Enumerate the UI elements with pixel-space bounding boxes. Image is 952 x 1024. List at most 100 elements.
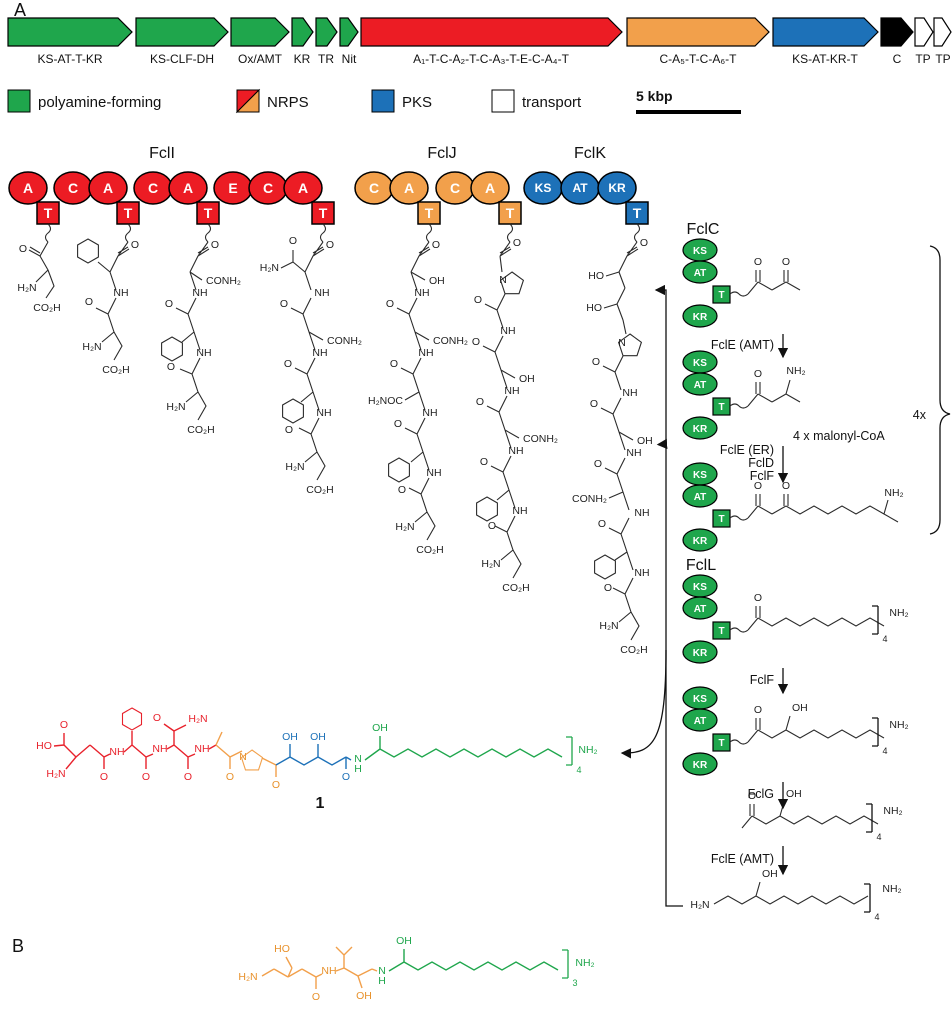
atom-label: CO₂H xyxy=(102,364,129,376)
gene-label: Nit xyxy=(342,52,357,66)
atom-label: NH₂ xyxy=(884,487,903,499)
atom-label: O xyxy=(488,520,496,532)
legend: polyamine-forming NRPS PKS transport 5 k… xyxy=(7,88,741,114)
protein-label-fclc: FclC xyxy=(687,221,720,238)
protein-label-fclk: FclK xyxy=(574,145,606,162)
domain-letter: T xyxy=(718,402,724,413)
atom-label: O xyxy=(604,582,612,594)
atom-label: OH xyxy=(282,731,298,743)
bonds-red xyxy=(53,723,217,770)
atom-label: NH xyxy=(113,287,128,299)
step-label: FclF xyxy=(750,673,775,687)
legend-label-transport: transport xyxy=(522,94,582,111)
atom-label: O xyxy=(85,296,93,308)
atom-label: O xyxy=(472,336,480,348)
domain-letter: T xyxy=(718,290,724,301)
scale-bar-label: 5 kbp xyxy=(636,88,673,104)
atom-label: O xyxy=(432,239,440,251)
atom-label: H₂N xyxy=(46,768,65,780)
atom-label: OH xyxy=(762,868,778,880)
atom-label: O xyxy=(390,358,398,370)
domain-letter: A xyxy=(183,180,193,196)
gene-arrow-11 xyxy=(914,17,934,47)
domain-letter: KS xyxy=(693,246,707,257)
domain-letter: A xyxy=(23,180,33,196)
atom-label: O xyxy=(594,458,602,470)
step-label: FclG xyxy=(748,787,774,801)
protein-label-fcli: FclI xyxy=(149,145,175,162)
atom-label: NH xyxy=(500,325,515,337)
atom-label: O xyxy=(754,704,762,716)
domain-KR xyxy=(682,416,718,440)
atom-label: NH xyxy=(504,385,519,397)
gene-label: KS-CLF-DH xyxy=(150,52,214,66)
domain-AT xyxy=(682,372,718,396)
atom-label: NH₂ xyxy=(889,719,908,731)
atom-label: O xyxy=(326,239,334,251)
domain-KR xyxy=(682,528,718,552)
atom-label: CO₂H xyxy=(620,644,647,656)
atom-label: NH₂ xyxy=(883,805,902,817)
pks-module-stack: KS AT T KR xyxy=(682,686,749,776)
domain-T xyxy=(712,285,731,304)
atom-label: NH xyxy=(622,387,637,399)
atom-label: O xyxy=(598,518,606,530)
domain-letter: KR xyxy=(693,648,708,659)
step-label: 4 x malonyl-CoA xyxy=(793,429,885,443)
atom-label: O xyxy=(165,298,173,310)
benzene-ring xyxy=(282,398,304,424)
atom-label: O xyxy=(748,790,756,802)
domain-letter: T xyxy=(718,514,724,525)
atom-label: O xyxy=(285,424,293,436)
repeat-subscript: 4 xyxy=(576,765,581,775)
step-label: FclD xyxy=(748,456,774,470)
proline-ring xyxy=(499,271,525,295)
atom-label: O xyxy=(60,719,68,731)
repeat-subscript: 3 xyxy=(572,978,577,988)
pks-module-stack: KS AT T KR xyxy=(682,350,749,440)
atom-label: OH xyxy=(637,435,653,447)
repeat-subscript: 4 xyxy=(882,746,887,756)
protein-label-fcll: FclL xyxy=(686,557,716,574)
benzene-ring xyxy=(161,336,183,362)
pks-module-stack: KS AT T KR xyxy=(682,574,749,664)
bonds xyxy=(713,881,869,905)
bonds xyxy=(747,606,885,631)
atom-label: NH xyxy=(109,746,124,758)
domain-A xyxy=(88,171,128,205)
domain-letter: KR xyxy=(693,424,708,435)
atom-label: O xyxy=(184,771,192,783)
atom-label: NH xyxy=(314,287,329,299)
domain-letter: C xyxy=(369,180,379,196)
atom-label: O xyxy=(289,235,297,247)
domain-letter: T xyxy=(633,205,642,221)
ppant-squiggle xyxy=(729,739,749,745)
benzene-ring xyxy=(476,496,498,522)
atom-label: NH₂ xyxy=(575,957,594,969)
atom-label: H₂N xyxy=(166,401,185,413)
repeat-subscript: 4 xyxy=(874,912,879,922)
pks-intermediate-3: O O NH₂ xyxy=(747,480,904,523)
atom-label: OH xyxy=(786,788,802,800)
intermediate-structure-2: O NH O H₂N CO₂H xyxy=(77,238,139,376)
atom-label: CONH₂ xyxy=(206,275,241,287)
domain-letter: KR xyxy=(608,181,626,195)
domain-letter: T xyxy=(718,738,724,749)
atom-label: CO₂H xyxy=(187,424,214,436)
atom-label: O xyxy=(131,239,139,251)
domain-letter: E xyxy=(228,180,237,196)
bonds xyxy=(747,494,899,523)
proline-ring xyxy=(240,749,264,771)
domain-KR xyxy=(682,304,718,328)
scale-bar xyxy=(636,110,741,114)
gene-arrow-10 xyxy=(880,17,914,47)
pks-module-stack: KS AT T KR xyxy=(682,238,749,328)
bonds-green xyxy=(364,736,563,761)
gene-arrow-2 xyxy=(135,17,229,47)
domain-letter: KR xyxy=(693,312,708,323)
atom-label: H₂N xyxy=(395,521,414,533)
repeat-bracket xyxy=(562,949,569,979)
atom-label: NH xyxy=(152,743,167,755)
pks-intermediate-6: O OH 4 NH₂ xyxy=(741,788,903,842)
domain-letter: C xyxy=(148,180,158,196)
